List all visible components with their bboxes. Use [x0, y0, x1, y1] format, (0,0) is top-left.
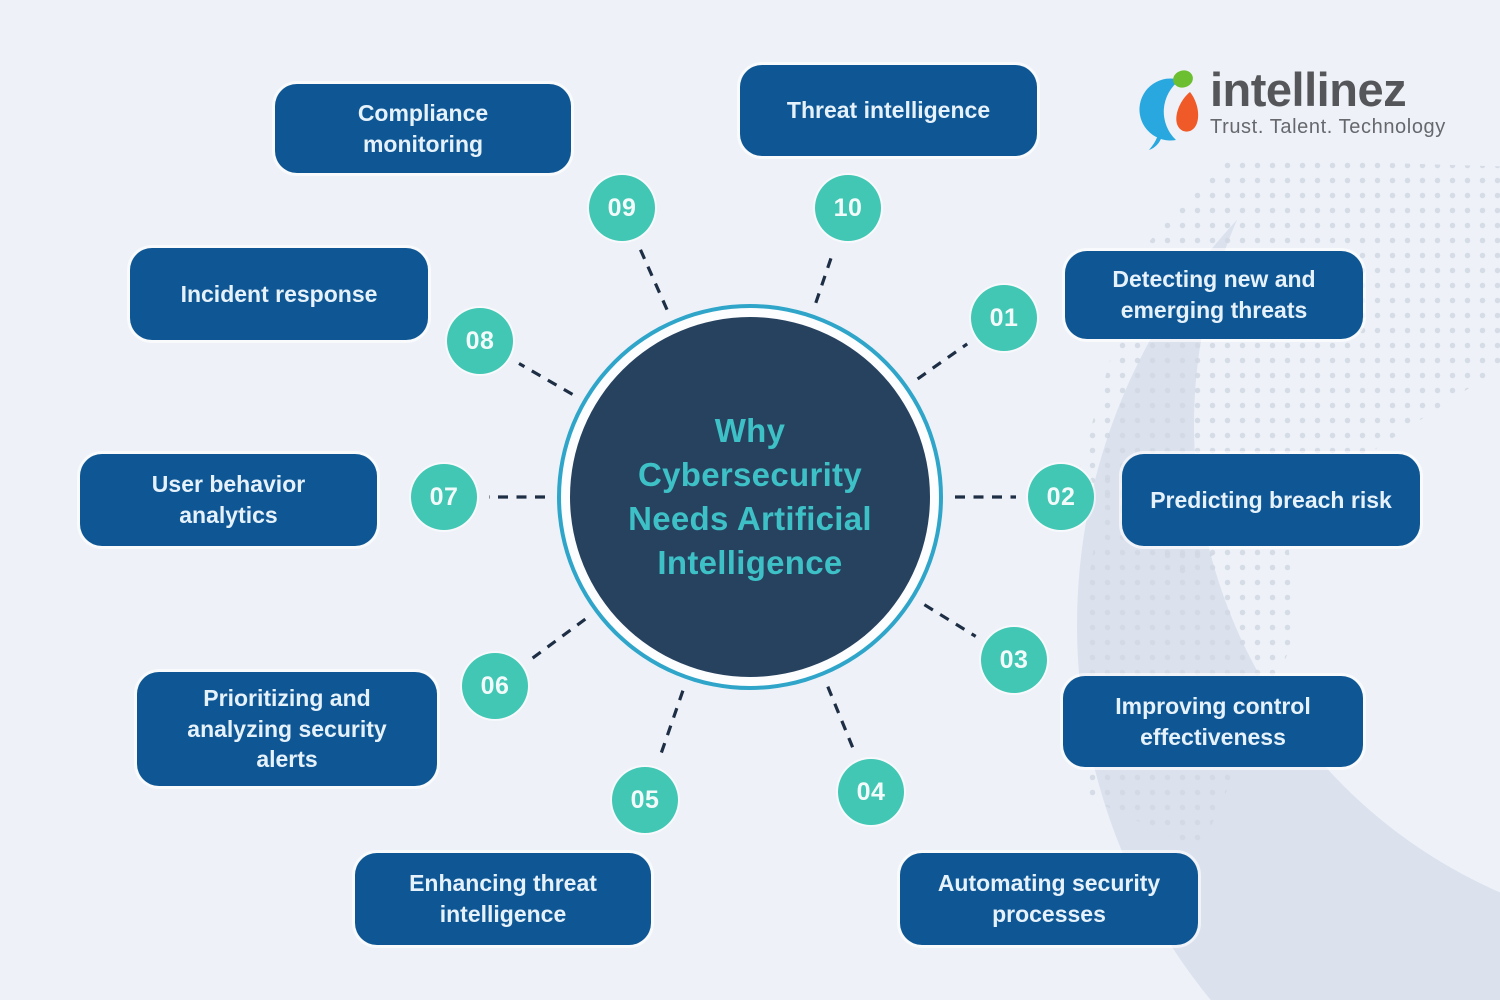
badge-03: 03	[981, 627, 1047, 693]
badge-06: 06	[462, 653, 528, 719]
badge-01: 01	[971, 285, 1037, 351]
brand-logo: intellinez Trust. Talent. Technology	[1136, 66, 1466, 156]
badge-02: 02	[1028, 464, 1094, 530]
label-threat-intelligence: Threat intelligence	[740, 65, 1037, 156]
label-prioritizing-alerts: Prioritizing and analyzing security aler…	[137, 672, 437, 786]
label-improving-control: Improving control effectiveness	[1063, 676, 1363, 767]
badge-07: 07	[411, 464, 477, 530]
label-detecting-threats: Detecting new and emerging threats	[1065, 251, 1363, 339]
badge-09: 09	[589, 175, 655, 241]
label-incident-response: Incident response	[130, 248, 428, 340]
label-compliance-monitoring: Compliance monitoring	[275, 84, 571, 173]
badge-08: 08	[447, 308, 513, 374]
label-automating-security: Automating security processes	[900, 853, 1198, 945]
brand-name: intellinez	[1210, 63, 1407, 116]
intellinez-logo-icon	[1139, 70, 1199, 150]
label-user-behavior: User behavior analytics	[80, 454, 377, 546]
badge-05: 05	[612, 767, 678, 833]
brand-tagline: Trust. Talent. Technology	[1210, 116, 1446, 138]
hub-title-line: Intelligence	[657, 544, 843, 581]
label-predicting-breach: Predicting breach risk	[1122, 454, 1420, 546]
hub-circle: Why Cybersecurity Needs Artificial Intel…	[570, 317, 930, 677]
label-enhancing-threat: Enhancing threat intelligence	[355, 853, 651, 945]
hub-title-line: Cybersecurity	[637, 456, 862, 493]
hub-title-line: Why	[714, 412, 786, 449]
badge-10: 10	[815, 175, 881, 241]
badge-04: 04	[838, 759, 904, 825]
hub-title-line: Needs Artificial	[628, 500, 872, 537]
